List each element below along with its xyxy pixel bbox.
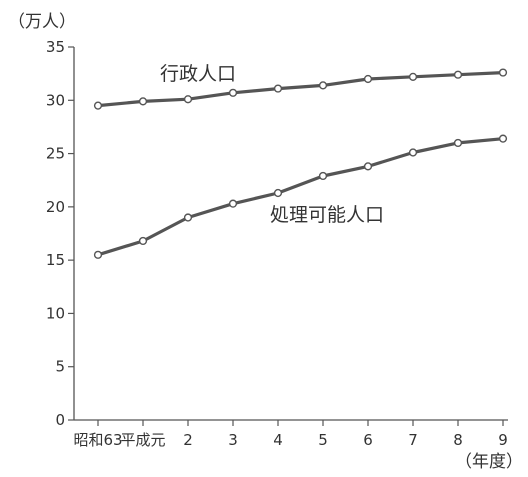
data-point-0-4 [273,84,283,93]
data-point-1-5 [318,171,328,181]
y-axis-unit-label: （万人） [8,12,76,32]
series-line-1 [97,137,504,257]
x-tick-label: 2 [183,431,193,449]
y-tick-label: 30 [46,91,65,109]
data-point-0-0 [93,101,103,110]
x-tick-label: 4 [273,431,283,449]
data-point-1-4 [273,188,283,198]
x-tick-label: 8 [453,431,463,449]
x-tick-label: 平成元 [120,431,165,449]
data-point-1-0 [93,250,103,259]
data-point-0-2 [183,95,193,104]
data-point-0-7 [408,72,418,81]
data-point-0-8 [453,70,463,79]
x-tick-label: 7 [408,431,418,449]
data-point-0-6 [363,74,373,84]
x-tick-label: 9 [498,431,508,449]
data-point-1-6 [363,162,373,171]
data-point-0-9 [498,68,508,77]
series-line-0 [97,71,504,108]
series-label-administrative-population: 行政人口 [160,63,236,85]
data-point-1-3 [228,199,238,208]
x-tick-label: 5 [318,431,328,449]
x-tick-label: 昭和63 [73,431,122,449]
y-tick-label: 35 [46,38,65,56]
y-tick-label: 20 [46,198,65,216]
data-point-0-3 [228,88,238,97]
data-point-1-2 [183,213,193,222]
y-tick-label: 10 [46,304,65,322]
data-point-1-1 [138,236,148,246]
data-point-1-8 [453,138,463,148]
data-point-0-5 [318,81,328,90]
y-tick-label: 0 [55,411,65,429]
y-tick-label: 5 [55,358,65,376]
series-label-treatable-population: 処理可能人口 [270,204,384,226]
x-tick-label: 3 [228,431,238,449]
x-axis-unit-label: （年度） [455,452,523,472]
y-tick-label: 15 [46,251,65,269]
data-point-1-9 [498,134,508,143]
y-tick-label: 25 [46,145,65,163]
x-tick-label: 6 [363,431,373,449]
data-point-1-7 [408,148,418,157]
series-layer [93,68,508,259]
data-point-0-1 [138,97,148,106]
